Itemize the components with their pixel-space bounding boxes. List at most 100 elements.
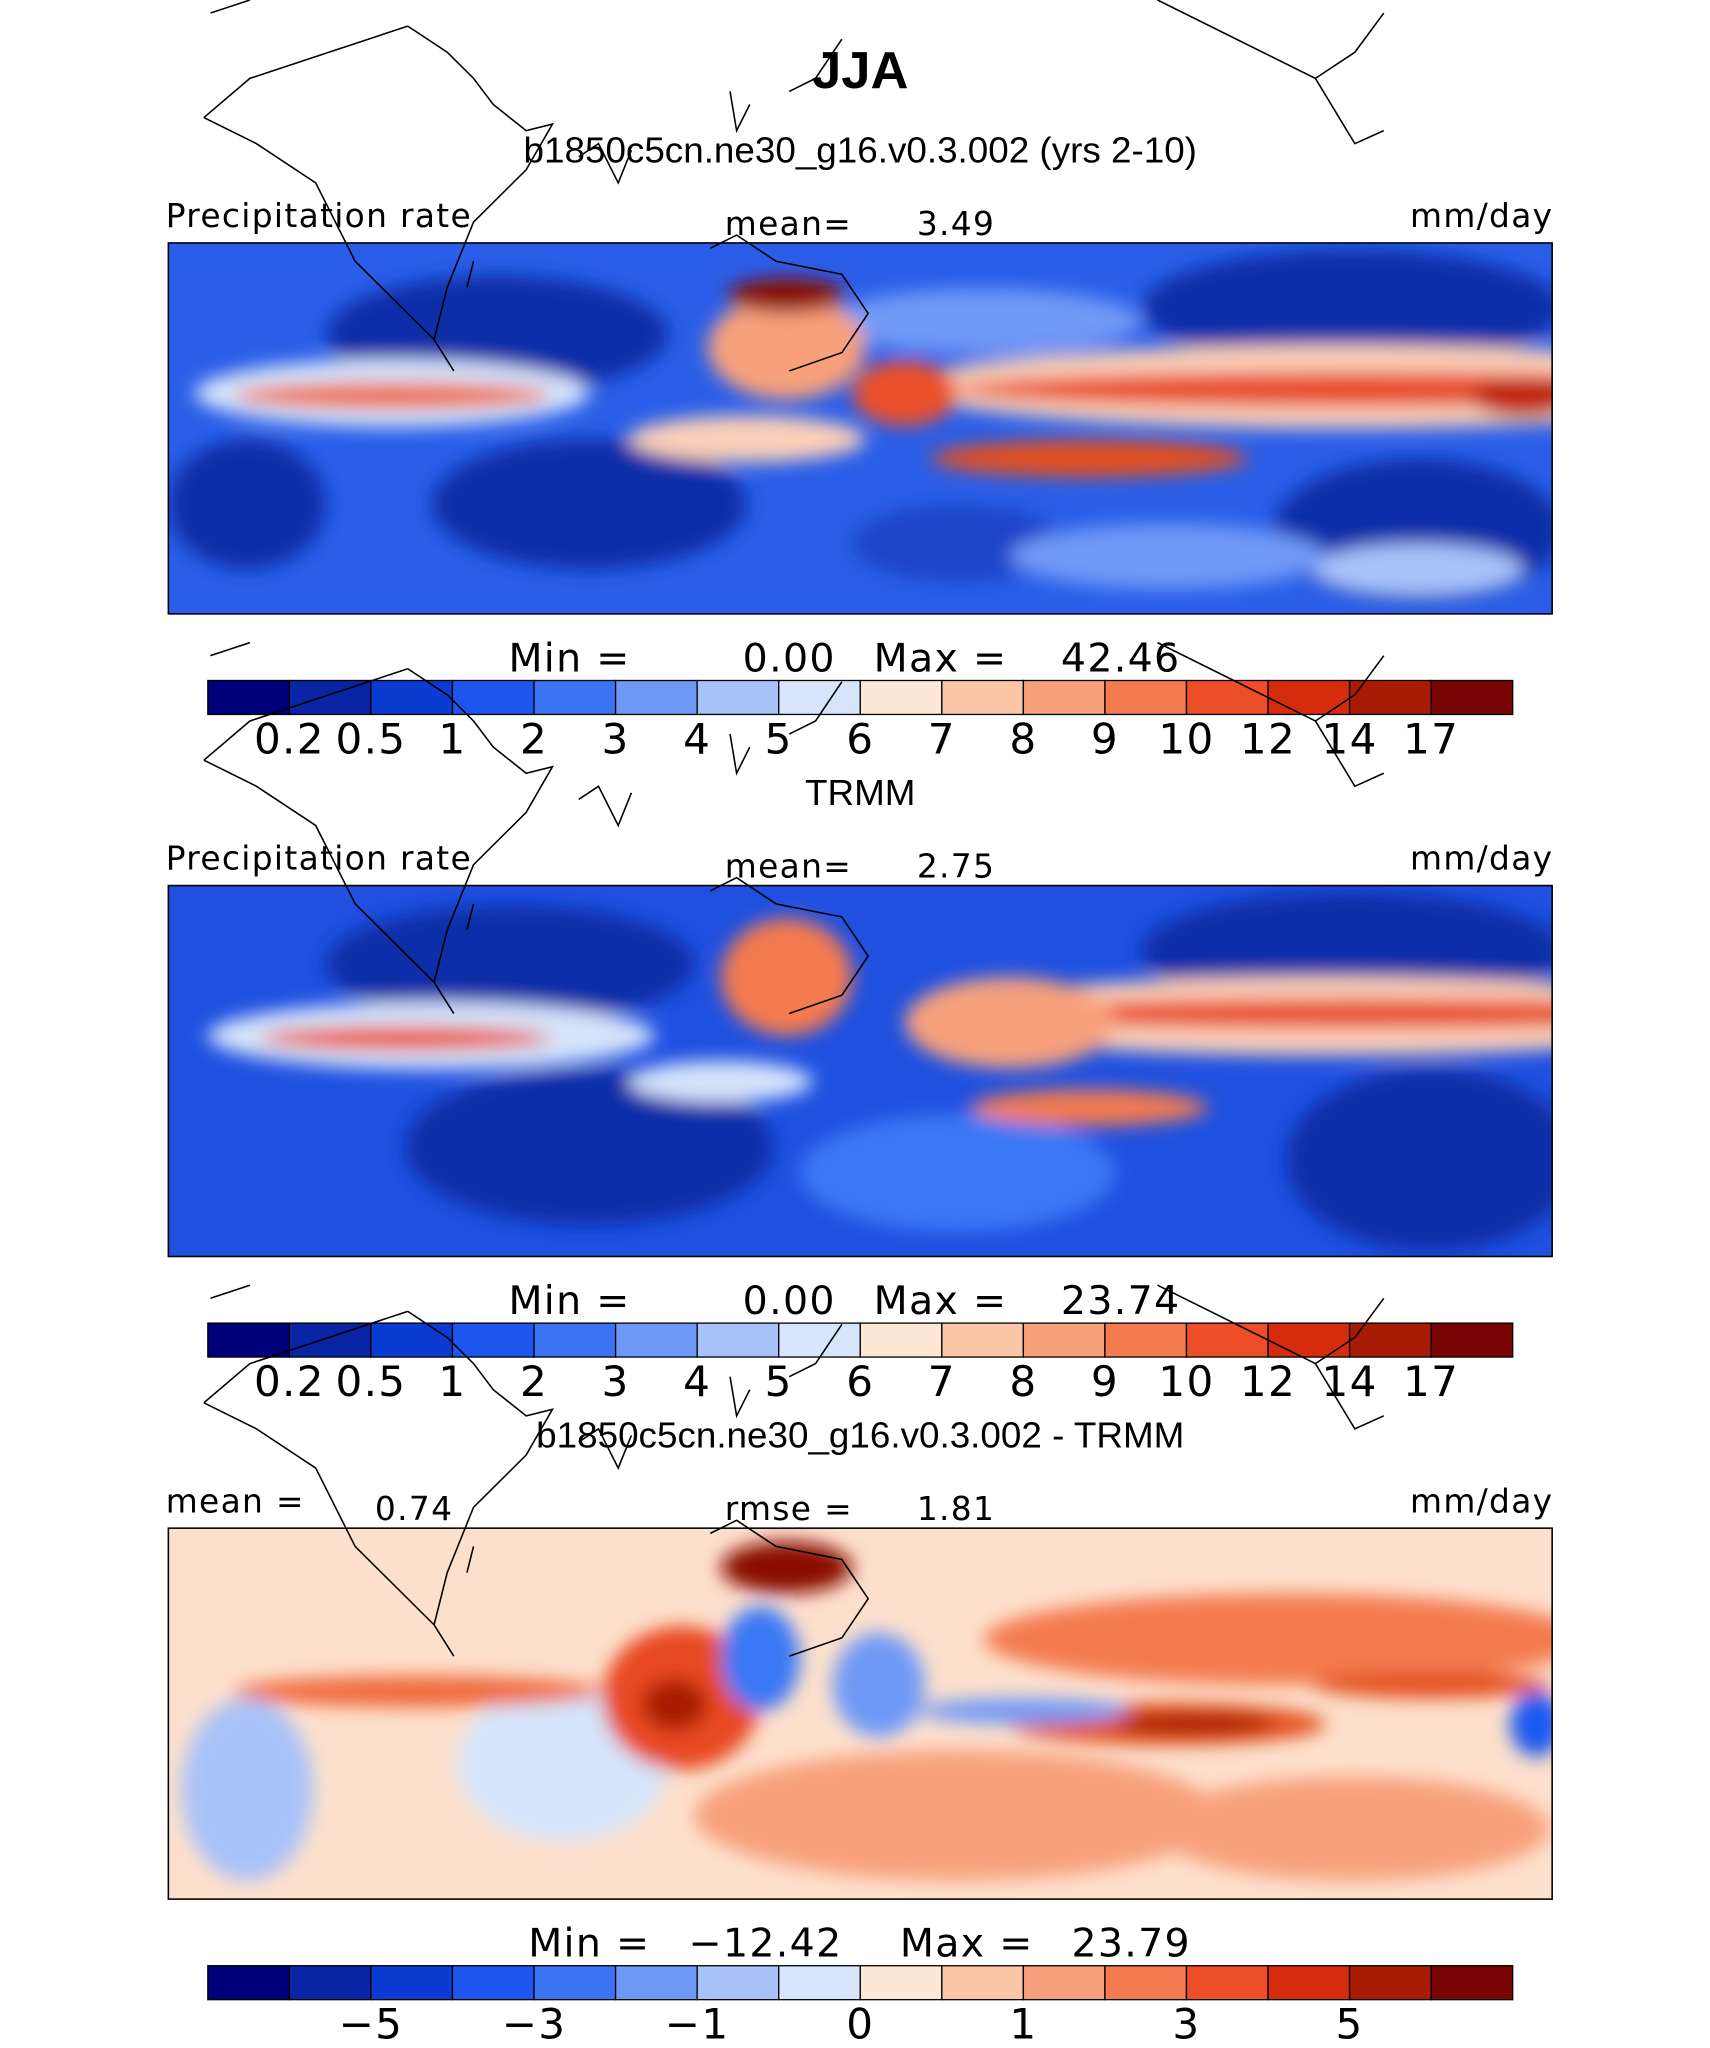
colorbar-label: 6 bbox=[846, 714, 874, 763]
colorbar-box bbox=[778, 1965, 861, 2001]
colorbar-box bbox=[859, 679, 943, 716]
coastlines bbox=[203, 1284, 1385, 1657]
colorbar-box bbox=[1430, 1965, 1514, 2001]
colorbar-box bbox=[1104, 679, 1188, 716]
min-label: Min = bbox=[508, 1279, 630, 1324]
colorbar-label: 0.5 bbox=[335, 714, 406, 763]
colorbar-box bbox=[859, 1965, 943, 2001]
panel-heading: b1850c5cn.ne30_g16.v0.3.002 - TRMM bbox=[536, 1415, 1184, 1456]
min-value: 0.00 bbox=[743, 1279, 836, 1324]
colorbar-label: 0 bbox=[846, 2000, 874, 2048]
map-observed bbox=[168, 885, 1553, 1257]
colorbar-label: 2 bbox=[520, 1357, 548, 1406]
left-label: mean = bbox=[166, 1482, 305, 1520]
colorbar-label: 4 bbox=[683, 714, 711, 763]
max-value: 23.74 bbox=[1061, 1279, 1181, 1324]
center-label: rmse = bbox=[725, 1490, 853, 1528]
map-frame bbox=[167, 884, 1553, 1258]
colorbar-box bbox=[207, 1322, 291, 1358]
colorbar-box bbox=[533, 679, 617, 716]
colorbar-label: 3 bbox=[602, 714, 630, 763]
colorbar-label: 12 bbox=[1240, 1357, 1296, 1406]
colorbar-box bbox=[1430, 1322, 1514, 1358]
center-value: 2.75 bbox=[917, 848, 995, 886]
panel-heading: b1850c5cn.ne30_g16.v0.3.002 (yrs 2-10) bbox=[524, 130, 1197, 171]
colorbar-label: 8 bbox=[1009, 714, 1037, 763]
colorbar-box bbox=[207, 1965, 291, 2001]
colorbar-label: 12 bbox=[1240, 714, 1296, 763]
max-label: Max = bbox=[874, 636, 1008, 681]
colorbar-box bbox=[1185, 1965, 1269, 2001]
colorbar-box bbox=[1267, 1965, 1351, 2001]
colorbar-label: −5 bbox=[339, 2000, 404, 2048]
colorbar-label: 7 bbox=[928, 714, 956, 763]
colorbar-label: 8 bbox=[1009, 1357, 1037, 1406]
map-frame bbox=[167, 242, 1553, 615]
colorbar-label: 7 bbox=[928, 1357, 956, 1406]
colorbar-label: 3 bbox=[1172, 2000, 1200, 2048]
figure-title: JJA bbox=[812, 42, 909, 100]
colorbar-box bbox=[1267, 679, 1351, 716]
colorbar-box bbox=[370, 679, 454, 716]
colorbar-box bbox=[451, 1965, 535, 2001]
colorbar-box bbox=[533, 1322, 617, 1358]
colorbar-box bbox=[533, 1965, 617, 2001]
colorbar-label: −3 bbox=[502, 2000, 567, 2048]
colorbar-box bbox=[696, 1322, 780, 1358]
colorbar-label: 1 bbox=[438, 714, 466, 763]
max-value: 23.79 bbox=[1071, 1922, 1191, 1967]
center-label: mean= bbox=[725, 848, 852, 886]
colorbar-box bbox=[1185, 679, 1269, 716]
left-label: Precipitation rate bbox=[166, 840, 472, 878]
colorbar-box bbox=[1022, 1965, 1106, 2001]
panel-heading: TRMM bbox=[805, 772, 915, 813]
colorbar-label: 14 bbox=[1321, 1357, 1377, 1406]
colorbar-box bbox=[370, 1965, 454, 2001]
colorbar-label: 17 bbox=[1403, 1357, 1459, 1406]
max-label: Max = bbox=[900, 1922, 1034, 1967]
colorbar-box bbox=[696, 679, 780, 716]
colorbar-box bbox=[778, 1322, 861, 1358]
colorbar-label: 17 bbox=[1403, 714, 1459, 763]
units: mm/day bbox=[1410, 1482, 1553, 1520]
colorbar-label: 6 bbox=[846, 1357, 874, 1406]
min-label: Min = bbox=[528, 1922, 650, 1967]
colorbar-label: 9 bbox=[1091, 714, 1119, 763]
colorbar-box bbox=[778, 679, 861, 716]
map-model bbox=[168, 242, 1553, 614]
coastlines bbox=[203, 0, 1385, 372]
colorbar-label: −1 bbox=[665, 2000, 730, 2048]
colorbar-box bbox=[941, 1322, 1025, 1358]
colorbar-box bbox=[614, 1965, 698, 2001]
colorbar-box bbox=[451, 1322, 535, 1358]
colorbar-box bbox=[1022, 1322, 1106, 1358]
left-label: Precipitation rate bbox=[166, 197, 472, 235]
colorbar-label: 14 bbox=[1321, 714, 1377, 763]
colorbar-label: 5 bbox=[1336, 2000, 1364, 2048]
colorbar-label: 5 bbox=[765, 1357, 793, 1406]
units: mm/day bbox=[1410, 840, 1553, 878]
colorbar-label: 3 bbox=[602, 1357, 630, 1406]
min-value: −12.42 bbox=[689, 1922, 843, 1967]
coastlines bbox=[203, 641, 1385, 1015]
colorbar-label: 4 bbox=[683, 1357, 711, 1406]
colorbar-box bbox=[1104, 1322, 1188, 1358]
colorbar-label: 2 bbox=[520, 714, 548, 763]
min-value: 0.00 bbox=[743, 636, 836, 681]
center-label: mean= bbox=[725, 205, 852, 243]
colorbar-label: 0.2 bbox=[254, 1357, 325, 1406]
map-frame bbox=[167, 1527, 1553, 1900]
center-value: 1.81 bbox=[917, 1490, 995, 1528]
colorbar-box bbox=[614, 679, 698, 716]
colorbar-label: 1 bbox=[438, 1357, 466, 1406]
colorbar-label: 9 bbox=[1091, 1357, 1119, 1406]
colorbar-box bbox=[1185, 1322, 1269, 1358]
colorbar-box bbox=[1348, 679, 1432, 716]
colorbar-label: 1 bbox=[1009, 2000, 1037, 2048]
colorbar-box bbox=[859, 1322, 943, 1358]
colorbar-box bbox=[1267, 1322, 1351, 1358]
colorbar-label: 5 bbox=[765, 714, 793, 763]
colorbar-box bbox=[370, 1322, 454, 1358]
colorbar-label: 0.5 bbox=[335, 1357, 406, 1406]
